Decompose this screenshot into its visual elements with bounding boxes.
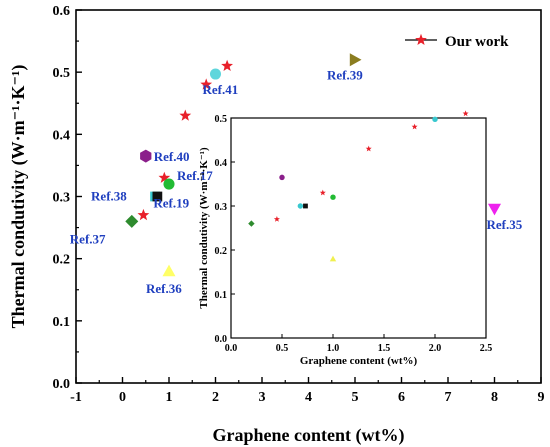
main-marks: Ref.37 Ref.38 Ref.19 Ref.17 Ref.40 Ref.36 Ref.… [70,53,523,296]
y-tick-label: 0.4 [53,128,71,143]
inset-x-tick-label: 2.0 [429,343,442,354]
inset-x-tick-label: 1.0 [327,343,340,354]
our-work-star [200,78,213,90]
inset-point [279,174,285,181]
y-tick-label: 0.1 [53,315,71,330]
x-tick-label: 0 [119,390,126,405]
ref-label: Ref.35 [487,217,523,232]
x-tick-label: 7 [445,390,452,405]
inset-chart: 0.0 0.5 1.0 1.5 2.0 2.5 0.0 0.1 0.2 0.3 0.4 0.5 Grap… [198,110,492,367]
x-tick-label: 6 [398,390,405,405]
y-tick-label: 0.6 [53,4,71,19]
x-tick-label: 3 [259,390,266,405]
inset-y-tick-label: 0.2 [215,246,228,257]
x-tick-label: 9 [538,390,545,405]
ref-label: Ref.39 [327,68,363,83]
y-tick-label: 0.3 [53,191,71,206]
inset-point [432,116,438,123]
ref-label: Ref.40 [154,149,190,164]
x-tick-label: 8 [491,390,498,405]
inset-point [319,189,326,196]
inset-point [330,194,336,200]
inset-x-tick-label: 0.5 [276,343,289,354]
ref-marker-ref41 [209,68,222,80]
inset-x-axis-title: Graphene content (wt%) [300,355,418,367]
inset-point [303,203,308,209]
ref-marker-ref39 [349,53,362,67]
ref-marker-ref40 [140,149,152,163]
inset-y-tick-label: 0.0 [215,334,228,345]
inset-y-tick-label: 0.3 [215,202,228,213]
inset-point [273,216,280,222]
legend-label: Our work [445,34,509,50]
ref-marker-ref19 [152,191,163,202]
inset-point [329,255,337,262]
inset-y-tick-label: 0.5 [215,114,228,125]
x-tick-label: 5 [352,390,359,405]
legend: Our work [405,33,509,50]
our-work-star [221,59,233,71]
ref-label: Ref.36 [146,281,182,296]
y-tick-label: 0.5 [53,66,71,81]
our-work-star [158,171,171,183]
our-work-star [179,109,192,121]
ref-marker-ref36 [162,264,176,277]
inset-point [411,123,418,130]
inset-point [462,110,469,117]
x-tick-label: -1 [70,390,82,405]
y-tick-label: 0.2 [53,253,71,268]
x-axis-title: Graphene content (wt%) [213,425,405,446]
inset-point [365,145,372,152]
ref-marker-ref17 [163,178,175,190]
ref-label: Ref.38 [91,189,127,204]
ref-label: Ref.41 [203,82,239,97]
our-work-star [137,208,150,221]
ref-label: Ref.19 [153,196,189,211]
x-tick-label: 1 [166,390,173,405]
main-axes: -1 0 1 2 3 4 5 6 7 8 9 0.0 0.1 0.2 0.3 0.4 0.5 0.6 Graphen… [8,4,545,446]
y-axis-title: Thermal condutivity (W·m⁻¹·K⁻¹) [8,65,29,329]
ref-marker-ref37 [125,214,139,228]
inset-plot-frame [230,117,487,339]
ref-label: Ref.37 [70,231,106,246]
x-tick-label: 2 [212,390,219,405]
x-tick-label: 4 [305,390,312,405]
inset-y-axis-title: Thermal condutivity (W·m⁻¹·K⁻¹) [198,147,210,309]
inset-y-tick-label: 0.1 [215,290,228,301]
inset-x-tick-label: 2.5 [480,343,493,354]
inset-point [297,203,304,209]
ref-label: Ref.17 [177,168,213,183]
legend-star-icon [415,33,427,45]
inset-x-tick-label: 0.0 [225,343,238,354]
y-tick-label: 0.0 [53,377,71,392]
inset-x-tick-label: 1.5 [378,343,391,354]
inset-point [248,220,255,227]
inset-y-tick-label: 0.4 [215,158,228,169]
ref-marker-ref35 [488,203,501,216]
